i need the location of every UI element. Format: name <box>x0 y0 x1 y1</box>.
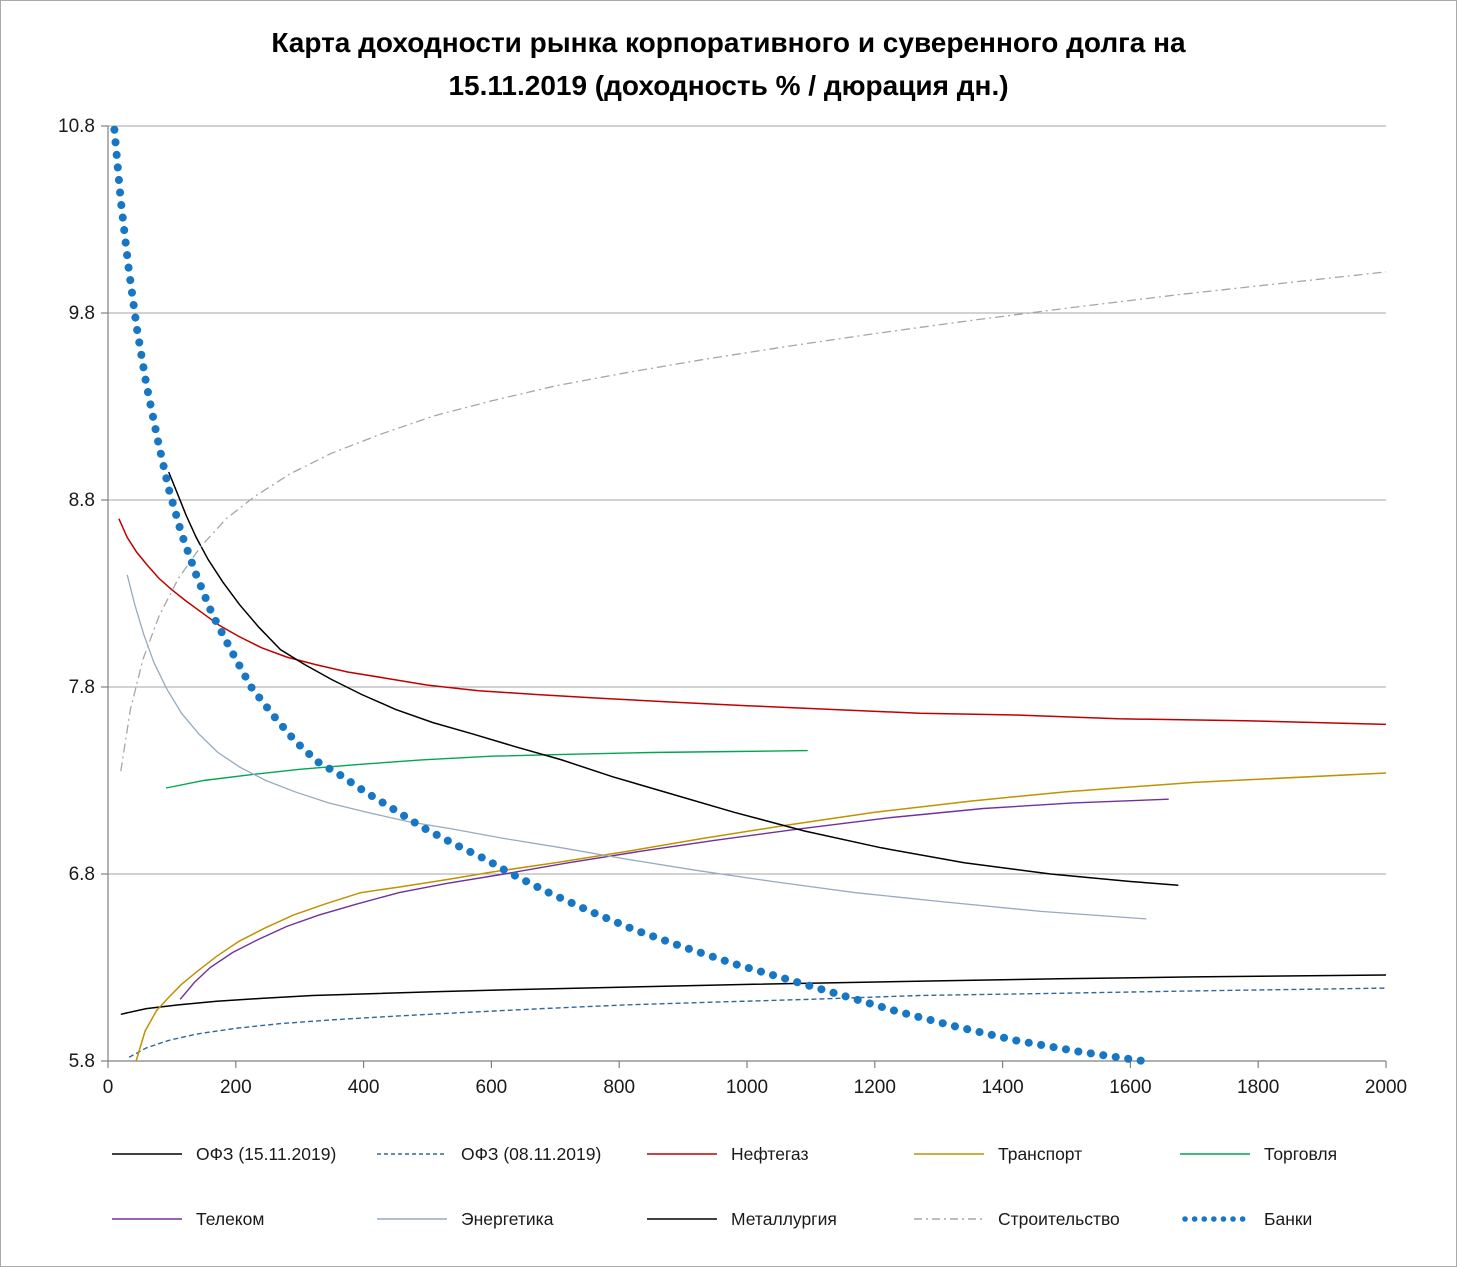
y-tick-label-8.8: 8.8 <box>69 490 95 511</box>
x-tick-label-1200: 1200 <box>854 1077 896 1098</box>
legend-swatch-stroitelstvo <box>914 1218 984 1220</box>
y-tick-label-7.8: 7.8 <box>69 677 95 698</box>
legend-swatch-neftegaz <box>647 1153 717 1155</box>
y-tick-label-10.8: 10.8 <box>58 116 95 137</box>
x-tick-label-1000: 1000 <box>726 1077 768 1098</box>
legend-item-neftegaz: Нефтегаз <box>646 1141 809 1167</box>
legend-label-ofz-15-11-2019: ОФЗ (15.11.2019) <box>196 1143 337 1164</box>
series-energetika <box>126 574 1147 920</box>
legend-item-torgovlya: Торговля <box>1179 1141 1337 1167</box>
legend-swatch-energetika <box>377 1218 447 1220</box>
x-tick-label-0: 0 <box>103 1077 114 1098</box>
legend-item-energetika: Энергетика <box>376 1206 553 1232</box>
y-tick-label-5.8: 5.8 <box>69 1051 95 1072</box>
legend-label-metallurgiya: Металлургия <box>731 1208 837 1229</box>
legend-swatch-ofz-08-11-2019 <box>377 1153 447 1155</box>
legend-swatch-telekom <box>112 1218 182 1220</box>
series-metallurgiya <box>168 471 1179 886</box>
x-tick-label-2000: 2000 <box>1365 1077 1407 1098</box>
legend-item-telekom: Телеком <box>111 1206 264 1232</box>
legend-label-torgovlya: Торговля <box>1264 1143 1338 1164</box>
x-tick-label-400: 400 <box>348 1077 380 1098</box>
x-tick-label-1600: 1600 <box>1109 1077 1151 1098</box>
legend-item-ofz-08-11-2019: ОФЗ (08.11.2019) <box>376 1141 601 1167</box>
series-transport <box>135 772 1387 1062</box>
series-neftegaz <box>118 518 1387 726</box>
legend-label-transport: Транспорт <box>998 1143 1083 1164</box>
x-tick-label-1800: 1800 <box>1237 1077 1279 1098</box>
legend-item-stroitelstvo: Строительство <box>913 1206 1120 1232</box>
legend-label-stroitelstvo: Строительство <box>998 1208 1120 1229</box>
plot-svg: 5.8 6.8 7.8 8.8 9.8 10.8 0 200 400 600 800 1000 1200… <box>58 116 1407 1098</box>
legend-label-telekom: Телеком <box>196 1208 265 1229</box>
legend-swatch-banki <box>1182 1216 1248 1222</box>
legend-swatch-torgovlya <box>1180 1153 1250 1155</box>
legend-swatch-metallurgiya <box>647 1218 717 1220</box>
x-tick-label-200: 200 <box>220 1077 252 1098</box>
x-tick-label-1400: 1400 <box>981 1077 1023 1098</box>
legend-swatch-transport <box>914 1153 984 1155</box>
legend-label-ofz-08-11-2019: ОФЗ (08.11.2019) <box>461 1143 602 1164</box>
legend-swatch-ofz-15-11-2019 <box>112 1153 182 1155</box>
y-tick-label-6.8: 6.8 <box>69 864 95 885</box>
series-ofz-08-11-2019 <box>128 987 1387 1058</box>
legend-item-transport: Транспорт <box>913 1141 1082 1167</box>
legend-item-banki: Банки <box>1179 1206 1312 1232</box>
series-ofz-15-11-2019 <box>120 974 1387 1016</box>
x-tick-label-800: 800 <box>603 1077 635 1098</box>
legend-label-energetika: Энергетика <box>461 1208 554 1229</box>
chart-title: Карта доходности рынка корпоративного и … <box>271 27 1186 102</box>
legend-label-neftegaz: Нефтегаз <box>731 1143 809 1164</box>
y-tick-label-9.8: 9.8 <box>69 303 95 324</box>
x-tick-label-600: 600 <box>476 1077 508 1098</box>
series-stroitelstvo <box>120 271 1387 772</box>
legend-label-banki: Банки <box>1264 1208 1313 1229</box>
chart-legend: ОФЗ (15.11.2019) ОФЗ (08.11.2019) Нефтегаз… <box>1 1129 1456 1259</box>
series-telekom <box>179 798 1169 1000</box>
legend-item-ofz-15-11-2019: ОФЗ (15.11.2019) <box>111 1141 336 1167</box>
legend-item-metallurgiya: Металлургия <box>646 1206 837 1232</box>
series-torgovlya <box>165 749 808 789</box>
series-banki <box>110 125 1148 1065</box>
